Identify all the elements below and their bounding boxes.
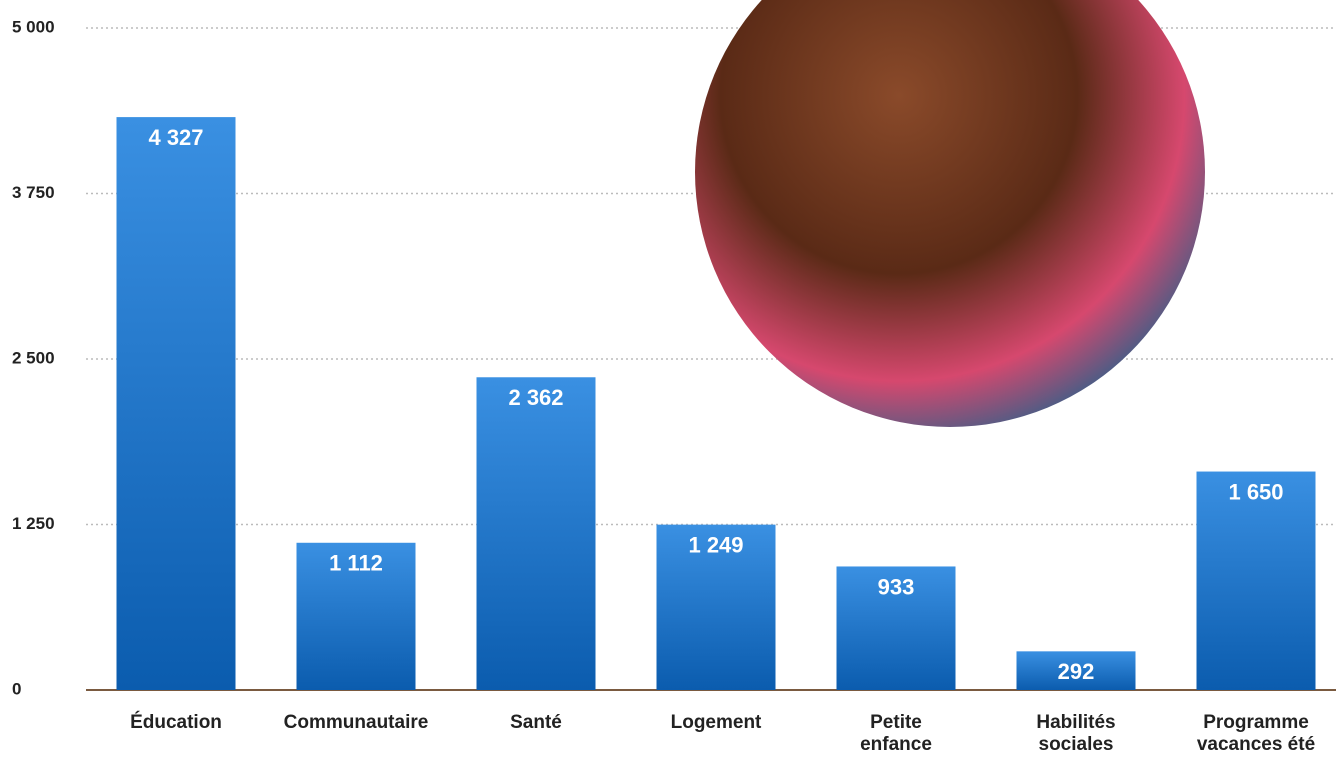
value-label: 1 249 — [688, 532, 743, 557]
x-tick-label: Santé — [510, 712, 562, 733]
y-tick-label: 0 — [12, 679, 21, 698]
x-tick-label: Habilités sociales — [1036, 712, 1116, 755]
value-label: 292 — [1058, 659, 1095, 684]
photo — [695, 0, 1205, 427]
bar — [476, 377, 596, 690]
y-tick-label: 3 750 — [12, 183, 55, 202]
x-tick-label: Programme vacances été — [1196, 712, 1316, 755]
bar — [656, 524, 776, 690]
y-tick-label: 1 250 — [12, 514, 55, 533]
value-label: 933 — [878, 574, 915, 599]
x-tick-label: Logement — [670, 712, 762, 733]
y-tick-label: 5 000 — [12, 17, 55, 36]
y-tick-label: 2 500 — [12, 348, 55, 367]
bar — [1016, 651, 1136, 690]
value-label: 1 112 — [329, 551, 383, 576]
value-label: 1 650 — [1228, 479, 1283, 504]
bar — [836, 566, 956, 690]
x-tick-label: Petite enfance — [860, 712, 932, 755]
bar — [116, 117, 236, 690]
x-tick-label: Communautaire — [283, 712, 429, 733]
bar — [296, 542, 416, 690]
value-label: 4 327 — [148, 125, 203, 150]
bar — [1196, 471, 1316, 690]
value-label: 2 362 — [508, 385, 563, 410]
x-tick-label: Éducation — [130, 712, 222, 733]
